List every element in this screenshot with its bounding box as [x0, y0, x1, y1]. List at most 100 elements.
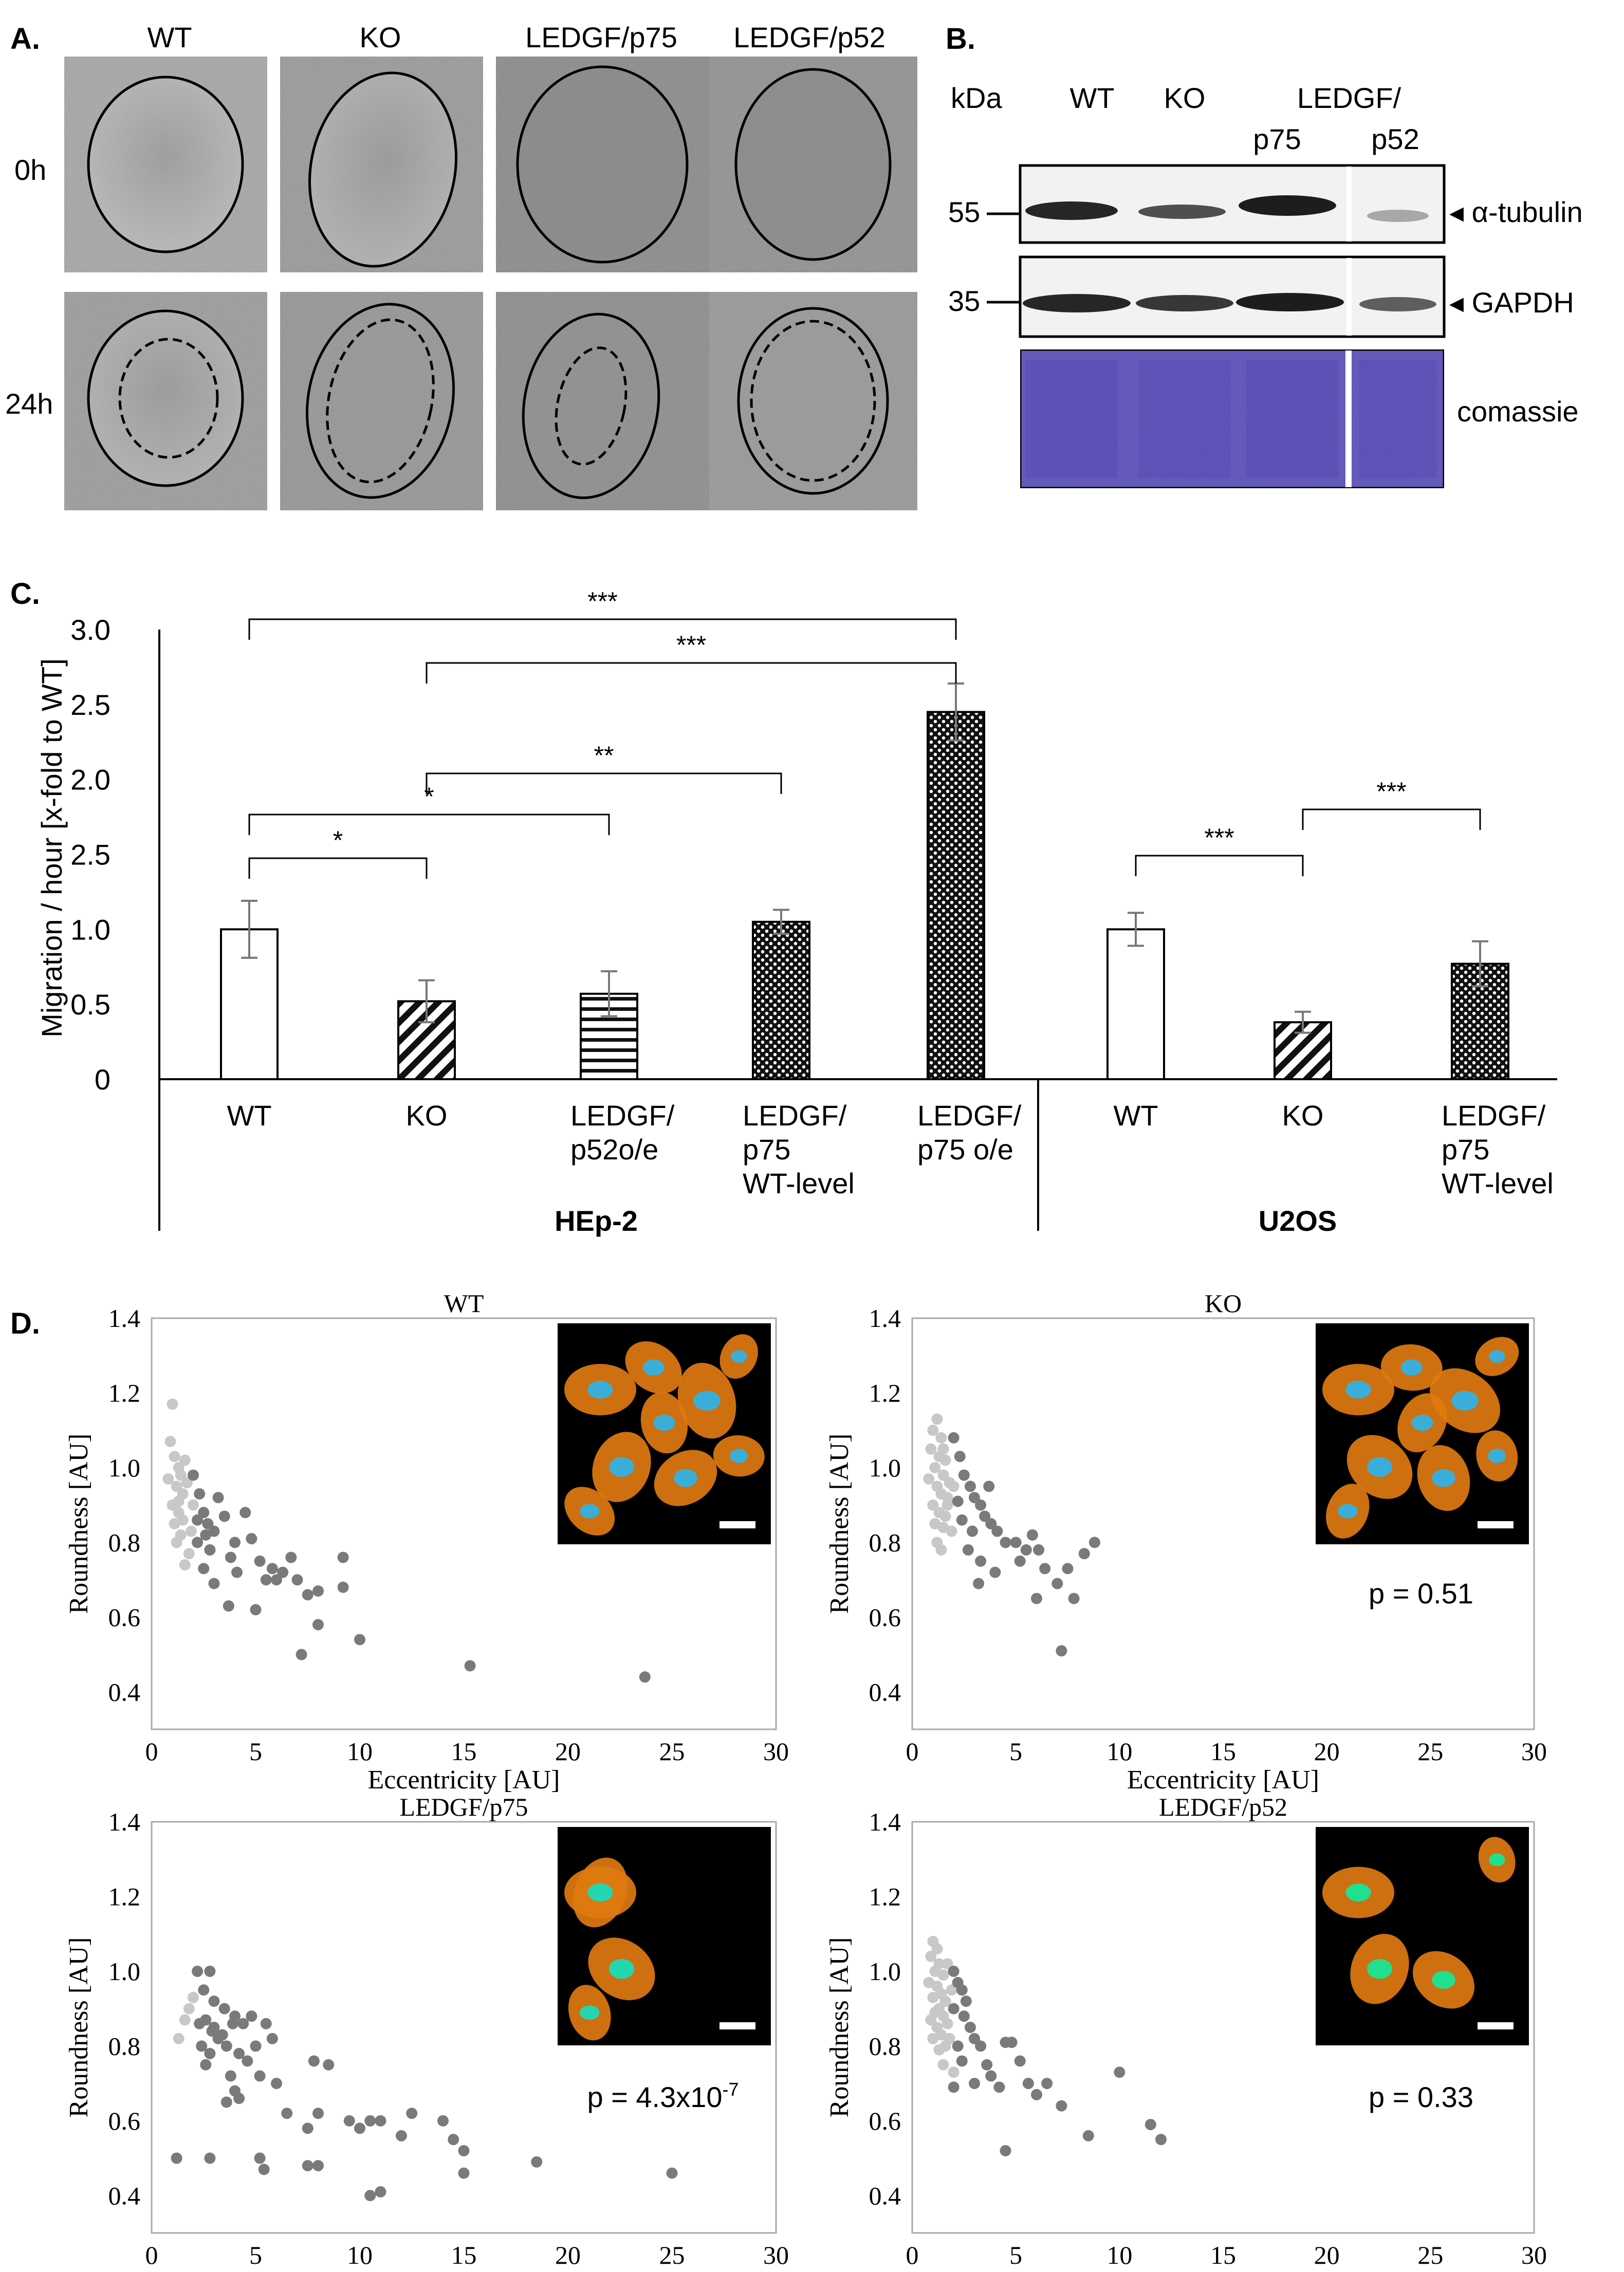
data-point: [981, 2059, 993, 2071]
data-point: [925, 2014, 937, 2026]
data-point: [1056, 2100, 1067, 2112]
data-point: [296, 1649, 307, 1660]
data-point: [227, 2018, 238, 2029]
data-point: [942, 2018, 953, 2029]
data-point: [337, 1551, 349, 1563]
data-point: [254, 2070, 266, 2082]
y-tick-label: 1.2: [108, 1378, 141, 1407]
panel-c-category-labels: WT KO LEDGF/p52o/e LEDGF/p75 WT-level LEDGF/p…: [227, 1099, 1553, 1199]
data-point: [202, 1518, 214, 1529]
x-axis-label: Eccentricity [AU]: [1127, 2269, 1319, 2272]
data-point: [302, 1589, 313, 1601]
data-point: [364, 2115, 376, 2127]
y-tick-label: 1.0: [108, 1453, 141, 1482]
x-tick-label: 30: [1521, 2241, 1547, 2269]
significance-label-0: ***: [587, 587, 617, 616]
data-point: [218, 1510, 230, 1522]
data-point: [198, 1507, 210, 1519]
y-tick-label: 2.5: [70, 689, 110, 721]
data-point: [225, 2070, 236, 2082]
panel-c-bars: [220, 682, 1509, 1081]
x-tick-label: 25: [1417, 1737, 1443, 1766]
data-point: [179, 1559, 191, 1571]
data-point: [171, 1537, 182, 1548]
data-point: [1014, 2055, 1026, 2067]
data-point: [925, 1950, 937, 1962]
x-tick-label: 30: [763, 1737, 789, 1766]
data-point: [242, 2055, 253, 2067]
data-point: [966, 1525, 978, 1537]
y-tick-label: 1.4: [869, 1807, 901, 1836]
data-point: [925, 1443, 937, 1455]
data-point: [171, 2152, 182, 2164]
data-point: [979, 1510, 991, 1522]
data-point: [188, 1499, 199, 1511]
y-tick-label: 0.8: [869, 2031, 901, 2060]
y-axis-label: Roundness [AU]: [825, 1937, 854, 2118]
plot-title: LEDGF/p52: [1159, 1793, 1287, 1821]
data-point: [1041, 2078, 1053, 2090]
gel-coomassie: [1019, 348, 1446, 490]
data-point: [250, 2040, 262, 2052]
cell-nucleus: [580, 2005, 600, 2020]
data-point: [937, 1469, 949, 1481]
y-tick-label: 0.8: [869, 1528, 901, 1557]
data-point: [173, 1495, 184, 1507]
scatter-plot-3: LEDGF/p52 0 5 10 15 20 25 30 0.4 0.6 0.8 1.0 1.2 1.4 E…: [825, 1793, 1547, 2272]
data-point: [343, 2115, 355, 2127]
data-point: [204, 1544, 216, 1556]
data-point: [354, 2122, 365, 2134]
cell-nucleus: [1451, 1391, 1479, 1411]
data-point: [231, 1566, 243, 1578]
data-point: [952, 2040, 964, 2052]
cell-nucleus: [609, 1959, 634, 1979]
y-tick-label: 2.0: [70, 764, 110, 796]
category-label-4: LEDGF/p75 o/e: [917, 1099, 1022, 1166]
data-point: [188, 1991, 199, 2003]
x-tick-label: 20: [1314, 2241, 1340, 2269]
plot-title: WT: [444, 1289, 484, 1318]
data-point: [946, 1525, 957, 1537]
lane-wt-label: WT: [1069, 82, 1114, 114]
data-point: [948, 2081, 959, 2093]
bar-3: [752, 920, 810, 1080]
data-point: [1031, 2089, 1042, 2100]
cell-nucleus: [1432, 1971, 1455, 1989]
data-point: [312, 2108, 324, 2119]
x-tick-label: 20: [555, 2241, 581, 2269]
panel-c-ylabel: Migration / hour [x-fold to WT]: [35, 658, 68, 1038]
data-point: [1062, 1563, 1074, 1575]
panel-c-brackets: ********** ******: [248, 587, 1481, 879]
cell-nucleus: [693, 1391, 721, 1411]
x-tick-label: 0: [145, 2241, 158, 2269]
bar-5: [1106, 928, 1165, 1081]
data-point: [194, 1488, 206, 1500]
data-point: [212, 1492, 224, 1504]
data-point: [396, 2130, 407, 2141]
data-point: [233, 2093, 245, 2104]
data-point: [942, 1958, 953, 1970]
data-point: [204, 2152, 216, 2164]
y-tick-label: 0.6: [869, 1603, 901, 1632]
x-tick-label: 10: [347, 2241, 373, 2269]
data-point: [937, 1443, 949, 1455]
data-point: [198, 1563, 210, 1575]
data-point: [939, 1996, 951, 2007]
data-point: [233, 2047, 245, 2059]
panel-d: D. WT 0 5 10 15 20 25 30 0.4 0.6 0.8 1.0 1.2 1.4 Eccen…: [10, 1289, 1547, 2272]
data-point: [177, 1514, 189, 1526]
data-point: [448, 2134, 459, 2146]
micrograph-p52-0h: [709, 57, 917, 272]
data-point: [175, 1469, 187, 1481]
x-tick-label: 15: [1210, 2241, 1236, 2269]
inset-micrograph: [1316, 1323, 1529, 1544]
band-alpha-tubulin-label: ◂ α-tubulin: [1449, 196, 1583, 228]
significance-bracket-0: [248, 618, 957, 640]
data-point: [1031, 1593, 1042, 1604]
data-point: [931, 1413, 943, 1425]
data-point: [964, 2022, 976, 2033]
data-point: [364, 2190, 376, 2202]
x-tick-label: 15: [1210, 1737, 1236, 1766]
inset-micrograph: [1316, 1827, 1529, 2045]
y-tick-label: 0.4: [108, 2181, 141, 2210]
